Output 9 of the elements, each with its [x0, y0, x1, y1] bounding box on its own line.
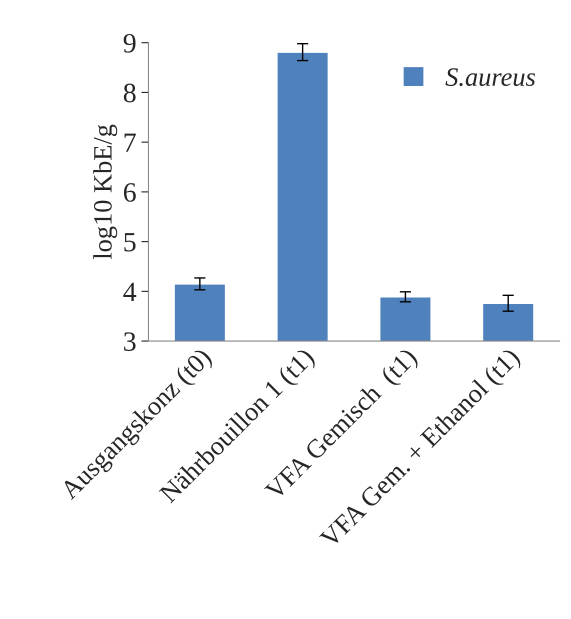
y-axis-title: log10 KbE/g: [93, 124, 118, 260]
y-tick-label: 3: [124, 332, 136, 351]
y-tick-label: 6: [124, 183, 136, 202]
y-tick-label: 7: [124, 134, 136, 152]
y-tick-label: 8: [124, 84, 136, 102]
legend-label: S.aureus: [446, 68, 536, 86]
y-tick-label: 5: [124, 233, 136, 252]
y-tick-label: 9: [124, 34, 136, 53]
y-tick-label: 4: [123, 282, 136, 301]
